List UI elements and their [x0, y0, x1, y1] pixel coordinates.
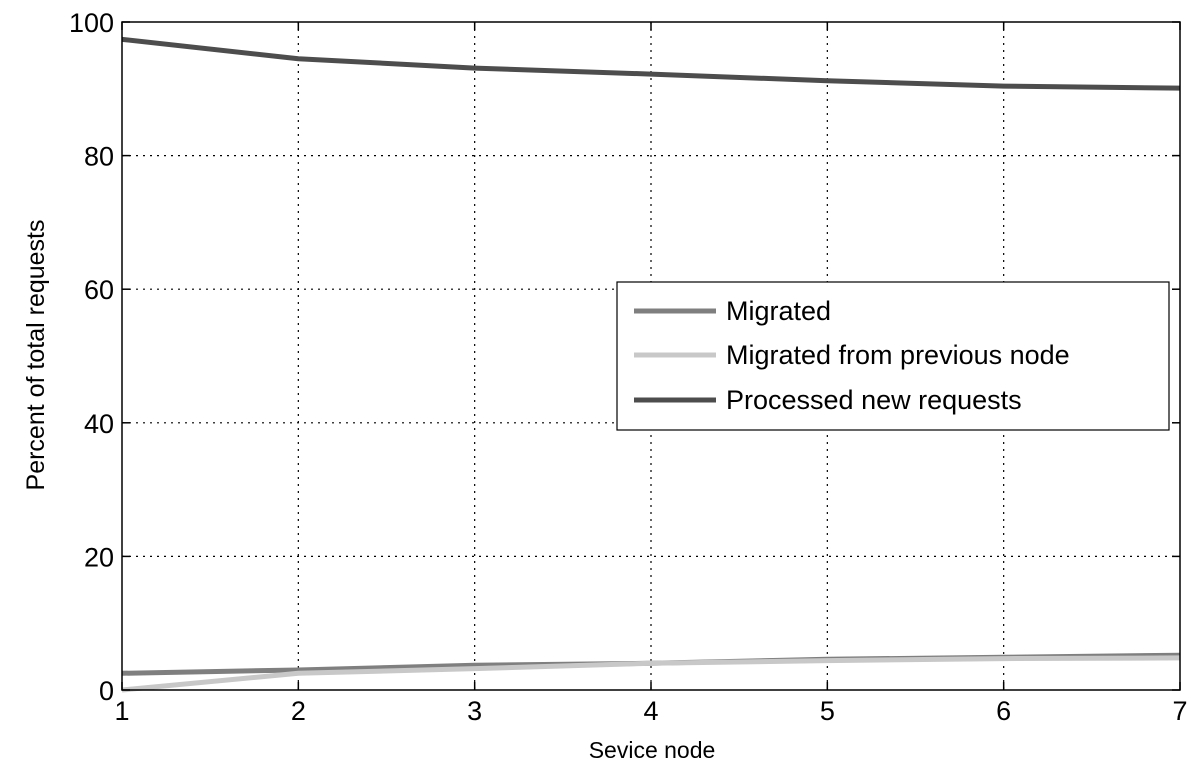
legend-label-processed-new-requests: Processed new requests	[726, 385, 1022, 415]
series-line-migrated-from-previous-node	[121, 655, 1181, 693]
series-lines	[121, 36, 1181, 693]
x-tick-label: 3	[467, 696, 482, 726]
y-tick-label: 0	[99, 676, 114, 706]
y-tick-label: 20	[84, 542, 114, 572]
series-line-processed-new-requests	[121, 36, 1181, 91]
y-tick-label: 60	[84, 275, 114, 305]
x-tick-label: 5	[820, 696, 835, 726]
x-axis-label: Sevice node	[589, 737, 716, 763]
axis-ticks: 1 2 3 4 5 6 7 0 20 40 60 80 100	[69, 8, 1187, 726]
x-tick-label: 7	[1172, 696, 1187, 726]
x-tick-label: 2	[291, 696, 306, 726]
legend-label-migrated: Migrated	[726, 296, 831, 326]
y-tick-label: 100	[69, 8, 114, 38]
x-tick-label: 1	[114, 696, 129, 726]
y-tick-label: 80	[84, 142, 114, 172]
grid	[122, 22, 1180, 690]
legend: Migrated Migrated from previous node Pro…	[616, 281, 1170, 431]
x-tick-label: 6	[996, 696, 1011, 726]
y-tick-label: 40	[84, 409, 114, 439]
y-axis-label: Percent of total requests	[22, 220, 50, 491]
legend-label-migrated-from-previous-node: Migrated from previous node	[726, 340, 1070, 370]
x-tick-label: 4	[643, 696, 658, 726]
